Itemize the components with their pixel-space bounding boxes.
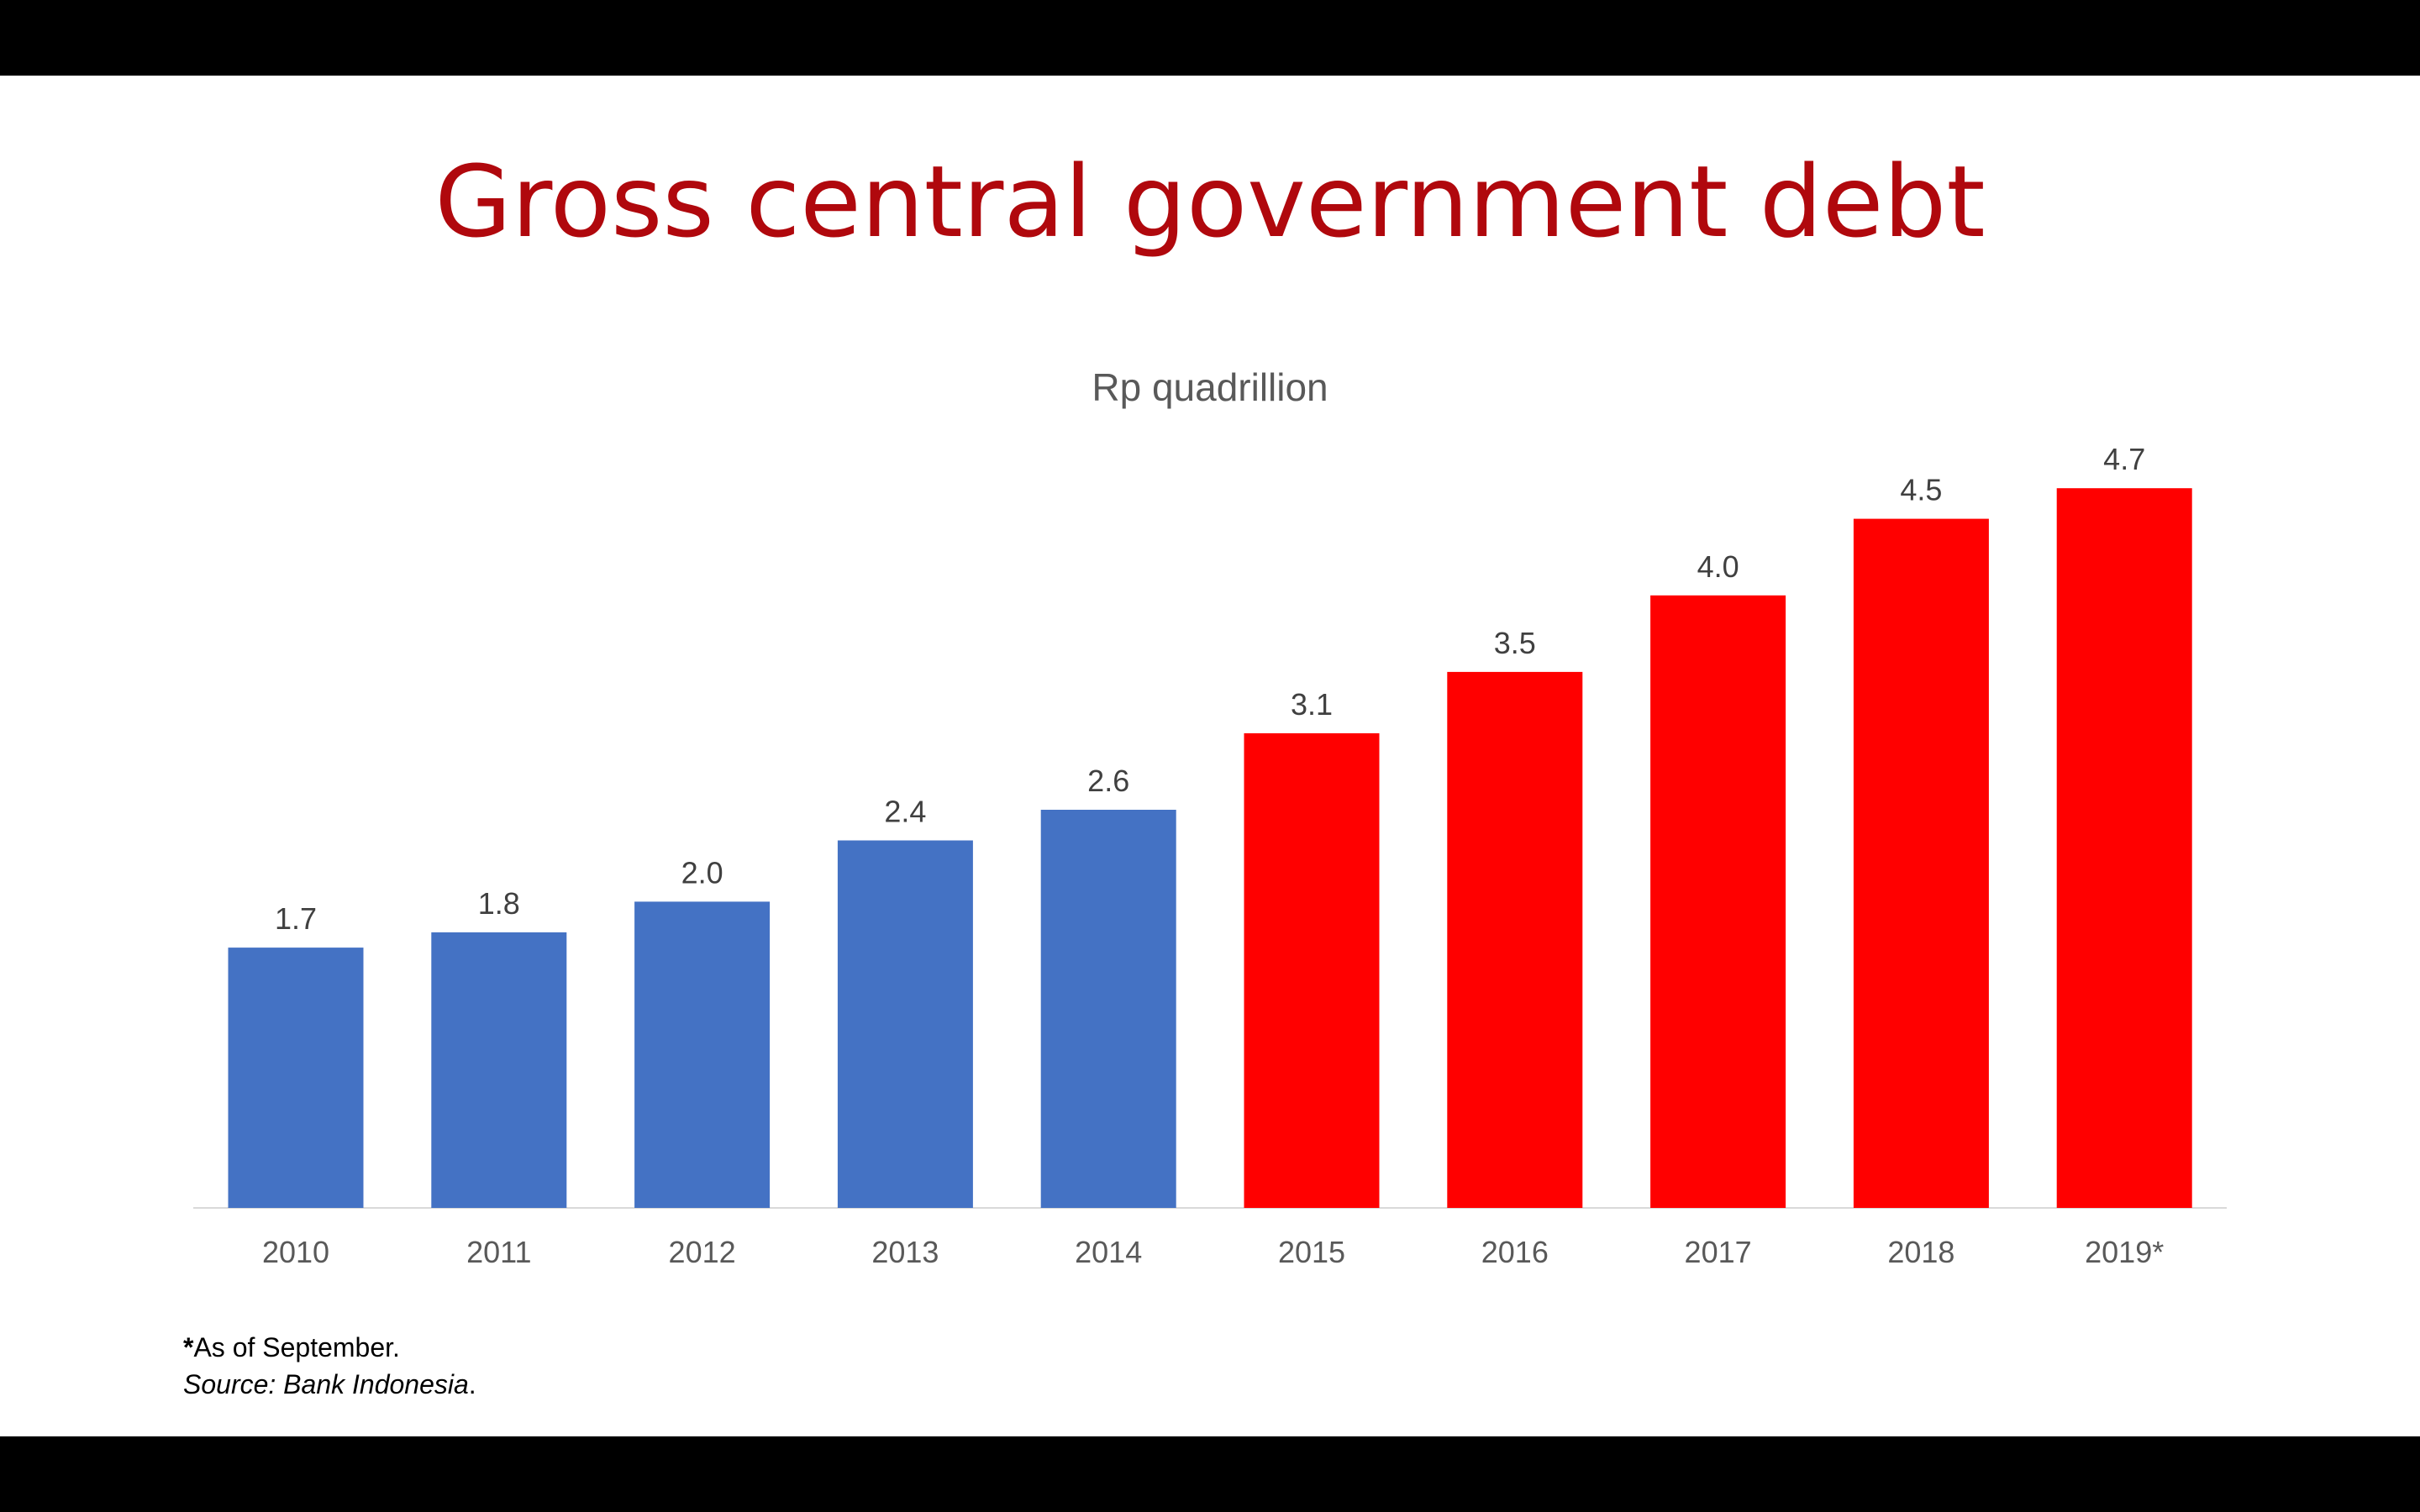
bar-2015	[1244, 732, 1380, 1208]
footnote-asof: *As of September.	[183, 1329, 476, 1366]
data-label-2016: 3.5	[1494, 626, 1536, 660]
slide-title: Gross central government debt	[434, 144, 1986, 260]
x-tick-label-2014: 2014	[1075, 1235, 1142, 1269]
footnote: *As of September. Source: Bank Indonesia…	[183, 1329, 476, 1403]
bar-2014	[1040, 810, 1176, 1208]
source-note: Source: Bank Indonesia.	[183, 1366, 476, 1403]
footnote-marker: *	[183, 1332, 194, 1362]
slide-canvas	[0, 76, 2420, 1436]
data-label-2015: 3.1	[1291, 687, 1333, 722]
data-label-2010: 1.7	[275, 901, 317, 936]
chart-subtitle: Rp quadrillion	[1092, 365, 1328, 409]
source-label: Source: Bank Indonesia	[183, 1369, 469, 1399]
data-label-2011: 1.8	[478, 886, 520, 921]
data-label-2014: 2.6	[1087, 764, 1129, 798]
data-label-2018: 4.5	[1900, 473, 1942, 507]
bar-2012	[634, 901, 771, 1208]
source-end: .	[468, 1369, 476, 1399]
bars-group	[228, 488, 2192, 1208]
bar-2019	[2056, 488, 2192, 1208]
bar-2013	[837, 840, 973, 1208]
x-tick-label-2019: 2019*	[2085, 1235, 2164, 1269]
bar-2016	[1447, 671, 1583, 1208]
letterbox-top	[0, 0, 2420, 76]
x-tick-label-2015: 2015	[1278, 1235, 1345, 1269]
x-tick-label-2011: 2011	[466, 1235, 531, 1269]
x-tick-label-2017: 2017	[1685, 1235, 1752, 1269]
bar-2017	[1650, 595, 1786, 1208]
x-tick-label-2013: 2013	[871, 1235, 939, 1269]
x-tick-label-2010: 2010	[262, 1235, 329, 1269]
x-tick-labels-group: 2010 2011 2012 2013 2014 2015 2016 2017 2018 2019…	[262, 1235, 2164, 1269]
bar-2010	[228, 948, 364, 1208]
data-labels-group: 1.7 1.8 2.0 2.4 2.6 3.1 3.5 4.0 4.5 4.7	[275, 442, 2145, 936]
x-tick-label-2018: 2018	[1887, 1235, 1954, 1269]
data-label-2013: 2.4	[884, 795, 926, 829]
data-label-2012: 2.0	[681, 855, 723, 890]
x-tick-label-2012: 2012	[669, 1235, 736, 1269]
x-tick-label-2016: 2016	[1481, 1235, 1549, 1269]
letterbox-bottom	[0, 1436, 2420, 1512]
data-label-2017: 4.0	[1697, 549, 1739, 584]
bar-2011	[431, 932, 567, 1208]
footnote-text: As of September.	[193, 1332, 400, 1362]
bar-2018	[1853, 518, 1989, 1208]
data-label-2019: 4.7	[2103, 442, 2145, 476]
